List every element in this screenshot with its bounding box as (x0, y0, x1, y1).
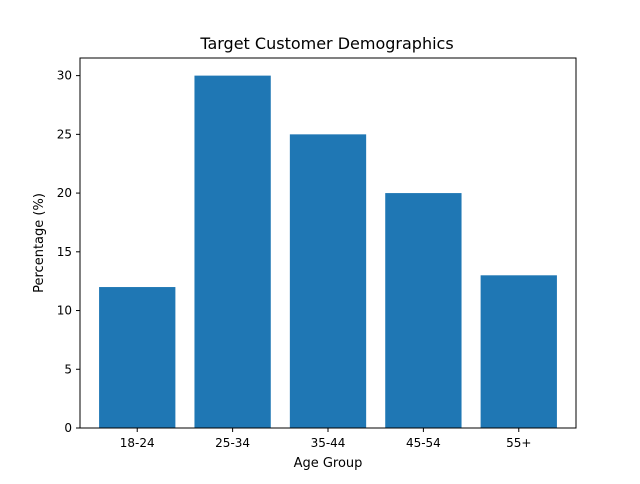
x-tick-label: 45-54 (406, 436, 441, 450)
bar-25-34 (194, 75, 271, 428)
y-tick-label: 10 (57, 304, 72, 318)
x-tick-label: 25-34 (215, 436, 250, 450)
bar-35-44 (289, 134, 367, 428)
plot-area-frame (79, 57, 577, 429)
y-tick-label: 15 (57, 245, 72, 259)
y-tick-label: 0 (64, 421, 72, 435)
y-tick-label: 30 (57, 69, 72, 83)
y-axis-label: Percentage (%) (32, 193, 47, 293)
chart-title: Target Customer Demographics (199, 34, 453, 53)
bar-45-54 (385, 193, 462, 428)
x-tick-label: 35-44 (311, 436, 346, 450)
bar-55+ (480, 275, 557, 428)
y-tick-label: 20 (57, 186, 72, 200)
y-tick-label: 25 (57, 127, 72, 141)
bar-18-24 (99, 287, 176, 428)
y-tick-label: 5 (64, 362, 72, 376)
x-tick-label: 55+ (506, 436, 531, 450)
bars-group (99, 75, 557, 428)
x-tick-label: 18-24 (120, 436, 155, 450)
x-axis-label: Age Group (294, 456, 363, 471)
x-axis-ticks: 18-24 25-34 35-44 45-54 55+ (120, 428, 531, 450)
y-axis-ticks: 0 5 10 15 20 25 30 (57, 69, 80, 435)
